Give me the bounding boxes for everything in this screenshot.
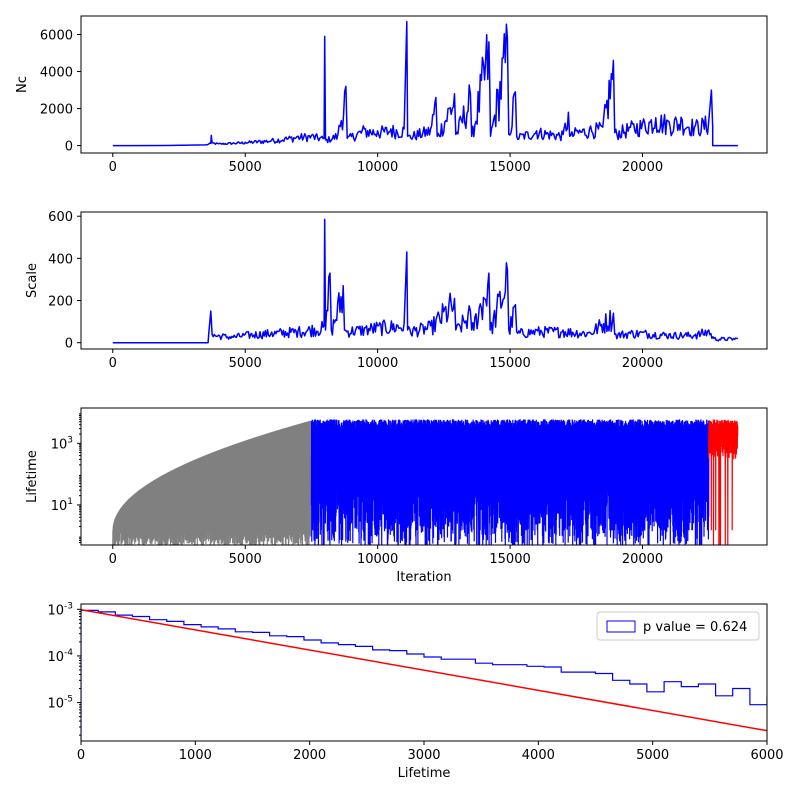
x-tick-label: 0 xyxy=(109,160,117,175)
x-tick-label: 15000 xyxy=(489,160,530,175)
x-tick-label: 5000 xyxy=(229,552,262,567)
x-tick-label: 10000 xyxy=(357,160,398,175)
y-tick-label: 6000 xyxy=(40,29,73,44)
plot-area xyxy=(81,608,767,741)
x-tick-label: 0 xyxy=(109,552,117,567)
y-tick-label: 400 xyxy=(48,252,73,267)
x-axis-label: Iteration xyxy=(396,570,451,585)
axes-frame xyxy=(80,407,768,546)
y-axis-label: Lifetime xyxy=(25,450,40,503)
x-tick-label: 15000 xyxy=(489,356,530,371)
y-tick-label: 10-4 xyxy=(47,648,73,665)
series-line-3 xyxy=(708,419,739,545)
x-tick-label: 2000 xyxy=(293,748,326,763)
x-tick-label: 15000 xyxy=(489,552,530,567)
x-tick-label: 5000 xyxy=(229,160,262,175)
chart-3: 0 5000 10000 15000 20000 101 103 Lifetime Iterat… xyxy=(25,407,768,585)
plot-area xyxy=(112,218,738,344)
x-tick-label: 0 xyxy=(109,356,117,371)
x-tick-label: 10000 xyxy=(357,552,398,567)
x-tick-label: 5000 xyxy=(229,356,262,371)
x-tick-label: 3000 xyxy=(407,748,440,763)
plot-area xyxy=(112,419,739,545)
y-tick-label: 10-5 xyxy=(47,695,73,712)
y-axis-label: Nc xyxy=(15,76,30,93)
y-tick-label: 200 xyxy=(48,295,73,310)
chart-4: p value = 0.624 0 1000 2000 3000 4000 5000 6000… xyxy=(47,601,783,781)
plot-area xyxy=(112,20,738,147)
legend-label: p value = 0.624 xyxy=(643,620,747,635)
y-tick-label: 103 xyxy=(51,435,73,452)
series-line-1 xyxy=(112,420,313,545)
x-tick-label: 10000 xyxy=(357,356,398,371)
series-line-1 xyxy=(112,218,738,344)
y-tick-label: 0 xyxy=(65,337,73,352)
x-tick-label: 4000 xyxy=(522,748,555,763)
legend-box xyxy=(596,611,760,641)
y-axis-label: Scale xyxy=(25,263,40,298)
chart-1: 0 5000 10000 15000 20000 0 2000 4000 6000 Nc xyxy=(15,15,768,175)
y-tick-label: 4000 xyxy=(40,66,73,81)
x-tick-label: 20000 xyxy=(622,356,663,371)
y-tick-label: 0 xyxy=(65,140,73,155)
chart-2: 0 5000 10000 15000 20000 0 200 400 600 Scale xyxy=(25,210,768,371)
x-tick-label: 0 xyxy=(77,748,85,763)
y-tick-label: 600 xyxy=(48,210,73,225)
y-tick-label: 2000 xyxy=(40,103,73,118)
x-tick-label: 20000 xyxy=(622,552,663,567)
y-tick-label: 10-3 xyxy=(47,601,73,618)
legend-swatch xyxy=(606,620,636,633)
x-tick-label: 20000 xyxy=(622,160,663,175)
x-tick-label: 5000 xyxy=(636,748,669,763)
axes-frame xyxy=(80,15,768,154)
x-tick-label: 1000 xyxy=(179,748,212,763)
x-tick-label: 6000 xyxy=(750,748,783,763)
x-axis-label: Lifetime xyxy=(398,766,451,781)
series-line-2 xyxy=(310,419,710,545)
legend: p value = 0.624 xyxy=(596,611,760,641)
series-line-1 xyxy=(112,20,738,147)
histogram-steps xyxy=(81,609,767,741)
axes-frame xyxy=(80,211,768,350)
y-tick-label: 101 xyxy=(51,497,73,514)
fit-line xyxy=(81,608,767,732)
